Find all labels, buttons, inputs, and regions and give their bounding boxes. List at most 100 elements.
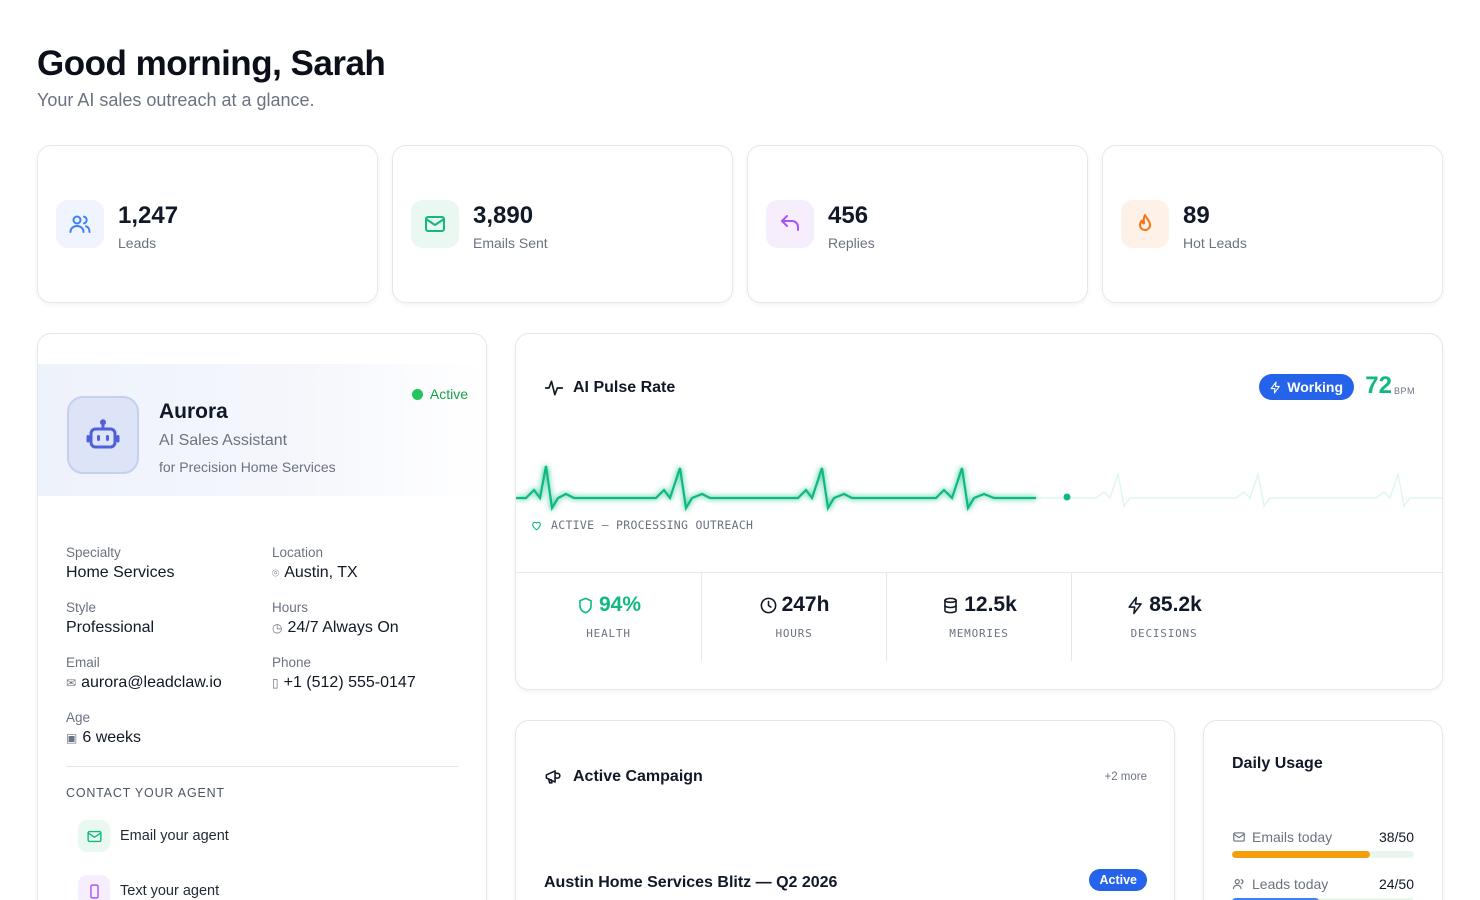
field-label: Location xyxy=(272,545,324,560)
database-icon xyxy=(944,597,958,613)
usage-card: Daily Usage Emails today 38/50 Leads tod… xyxy=(1203,720,1443,900)
field-location: Location ⌾ Austin, TX xyxy=(272,545,358,582)
field-label: Phone xyxy=(272,655,312,670)
mail-icon xyxy=(78,820,110,852)
calendar-icon: ▣ xyxy=(66,731,78,745)
text-agent-button[interactable]: Text your agent xyxy=(78,875,219,900)
agent-name: Aurora xyxy=(159,400,228,423)
reply-icon xyxy=(766,200,814,248)
metric-decisions: 85.2k DECISIONS xyxy=(1071,573,1256,661)
campaign-name[interactable]: Austin Home Services Blitz — Q2 2026 xyxy=(544,874,838,891)
activity-icon xyxy=(544,380,564,396)
field-value: 24/7 Always On xyxy=(287,619,399,636)
flame-icon xyxy=(1121,200,1169,248)
pulse-title: AI Pulse Rate xyxy=(544,378,675,398)
field-label: Hours xyxy=(272,600,309,615)
stat-value: 89 xyxy=(1183,202,1210,229)
agent-role: AI Sales Assistant xyxy=(159,432,288,449)
megaphone-icon xyxy=(545,770,561,784)
field-value: Austin, TX xyxy=(284,564,358,581)
campaign-status-badge: Active xyxy=(1089,869,1147,891)
stat-label: Leads xyxy=(118,235,157,251)
heart-icon xyxy=(532,521,541,530)
metric-value: 85.2k xyxy=(1149,593,1202,616)
divider xyxy=(66,766,458,767)
field-value: Home Services xyxy=(66,564,175,581)
field-phone: Phone ▯ +1 (512) 555-0147 xyxy=(272,655,416,692)
metric-health: 94% HEALTH xyxy=(516,573,701,661)
pulse-title-text: AI Pulse Rate xyxy=(573,379,676,396)
usage-label: Emails today xyxy=(1252,829,1333,845)
location-pin-icon: ⌾ xyxy=(272,565,280,580)
metric-label: HEALTH xyxy=(586,627,631,640)
usage-label: Leads today xyxy=(1252,876,1329,892)
stat-card-leads[interactable]: 1,247 Leads xyxy=(37,145,378,303)
field-label: Specialty xyxy=(66,545,121,560)
phone-icon: ▯ xyxy=(272,676,279,690)
campaign-title-text: Active Campaign xyxy=(573,767,703,785)
metric-hours: 247h HOURS xyxy=(701,573,886,661)
metric-label: MEMORIES xyxy=(949,627,1009,640)
usage-progress-fill xyxy=(1232,898,1320,900)
usage-progress-fill xyxy=(1232,851,1371,858)
usage-title: Daily Usage xyxy=(1232,755,1323,772)
stat-label: Replies xyxy=(828,235,875,251)
bolt-icon xyxy=(1270,381,1281,393)
field-label: Age xyxy=(66,710,91,725)
usage-row-emails: Emails today 38/50 xyxy=(1232,829,1414,858)
pulse-status-text: ACTIVE — PROCESSING OUTREACH xyxy=(551,518,754,532)
agent-header: Aurora AI Sales Assistant for Precision … xyxy=(38,364,486,496)
pulse-cursor-dot xyxy=(1063,493,1071,501)
email-agent-button[interactable]: Email your agent xyxy=(78,820,229,852)
more-campaigns-link[interactable]: +2 more xyxy=(1104,771,1147,783)
pulse-status: ACTIVE — PROCESSING OUTREACH xyxy=(530,518,753,532)
working-badge: Working xyxy=(1259,374,1354,400)
stat-card-hot-leads[interactable]: 89 Hot Leads xyxy=(1102,145,1443,303)
contact-label: Email your agent xyxy=(120,828,229,844)
page-subtitle: Your AI sales outreach at a glance. xyxy=(37,90,315,110)
shield-icon xyxy=(579,597,592,613)
metric-value: 247h xyxy=(781,593,830,616)
status-dot-icon xyxy=(411,388,423,400)
metric-value: 94% xyxy=(598,593,642,616)
contact-label: Text your agent xyxy=(120,883,220,899)
field-style: Style Professional xyxy=(66,600,154,637)
pulse-card: AI Pulse Rate Working 72 BPM ACTIVE — PR… xyxy=(515,333,1443,690)
bpm-value: 72 xyxy=(1365,372,1392,399)
clock-icon xyxy=(760,597,776,613)
metric-label: DECISIONS xyxy=(1130,627,1198,640)
field-hours: Hours ◷ 24/7 Always On xyxy=(272,600,399,637)
field-email: Email ✉ aurora@leadclaw.io xyxy=(66,655,222,692)
metric-value: 12.5k xyxy=(964,593,1017,616)
agent-status-badge: Active xyxy=(411,386,468,402)
usage-value: 24/50 xyxy=(1378,876,1414,892)
field-label: Style xyxy=(66,600,97,615)
field-label: Email xyxy=(66,655,100,670)
field-specialty: Specialty Home Services xyxy=(66,545,174,582)
campaign-title: Active Campaign xyxy=(544,767,703,786)
bpm-unit: BPM xyxy=(1393,386,1415,396)
campaign-card: Active Campaign +2 more Austin Home Serv… xyxy=(515,720,1175,900)
usage-value: 38/50 xyxy=(1378,829,1414,845)
mail-icon xyxy=(1233,832,1245,842)
usage-row-leads: Leads today 24/50 xyxy=(1232,876,1414,900)
page-title: Good morning, Sarah xyxy=(37,44,386,83)
agent-company: for Precision Home Services xyxy=(159,459,336,475)
field-value[interactable]: +1 (512) 555-0147 xyxy=(283,674,416,691)
stat-card-emails-sent[interactable]: 3,890 Emails Sent xyxy=(392,145,733,303)
field-value: 6 weeks xyxy=(82,729,142,746)
field-value[interactable]: aurora@leadclaw.io xyxy=(81,674,222,691)
stat-card-replies[interactable]: 456 Replies xyxy=(747,145,1088,303)
users-icon xyxy=(1232,879,1244,890)
agent-card: Aurora AI Sales Assistant for Precision … xyxy=(37,333,487,900)
usage-progress-bar xyxy=(1232,898,1414,900)
contact-section-title: CONTACT YOUR AGENT xyxy=(66,786,225,800)
usage-progress-bar xyxy=(1232,851,1414,858)
metric-memories: 12.5k MEMORIES xyxy=(886,573,1071,661)
phone-icon xyxy=(78,875,110,900)
robot-icon xyxy=(67,396,139,474)
stat-label: Hot Leads xyxy=(1183,235,1247,251)
field-value: Professional xyxy=(66,619,155,636)
mail-icon: ✉ xyxy=(66,676,77,690)
pulse-metrics: 94% HEALTH 247h HOURS 12.5k MEMORIES 85.… xyxy=(516,572,1442,689)
